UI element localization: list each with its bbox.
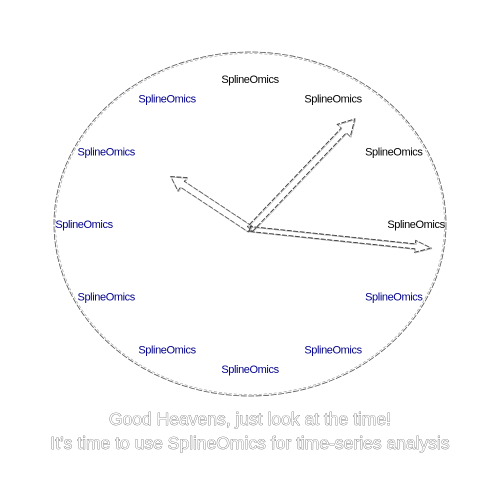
hour-label-8: SplineOmics [78,292,136,304]
hour-label-12: SplineOmics [221,74,279,86]
clock-hands [170,118,433,254]
hour-label-9: SplineOmics [55,219,113,231]
hour-label-11: SplineOmics [138,93,196,105]
hour-label-2: SplineOmics [365,147,423,159]
clock-rim-outer [53,51,447,397]
caption: Good Heavens, just look at the time! It’… [50,409,450,454]
hour-label-10: SplineOmics [78,147,136,159]
hour-label-4: SplineOmics [365,292,423,304]
hour-labels: SplineOmics SplineOmics SplineOmics SplineO… [55,74,446,376]
hour-hand [170,176,254,234]
clock-face [53,51,447,397]
caption-line-2: It’s time to use SplineOmics for time-se… [50,433,450,453]
caption-line-1: Good Heavens, just look at the time! [109,409,391,429]
hour-label-7: SplineOmics [138,345,196,357]
hour-label-6: SplineOmics [221,364,279,376]
hour-label-3: SplineOmics [387,219,445,231]
hour-label-1: SplineOmics [304,93,362,105]
minute-hand [246,118,356,233]
clock-rim-inner [55,53,445,395]
hour-label-5: SplineOmics [304,345,362,357]
second-hand [249,226,433,254]
